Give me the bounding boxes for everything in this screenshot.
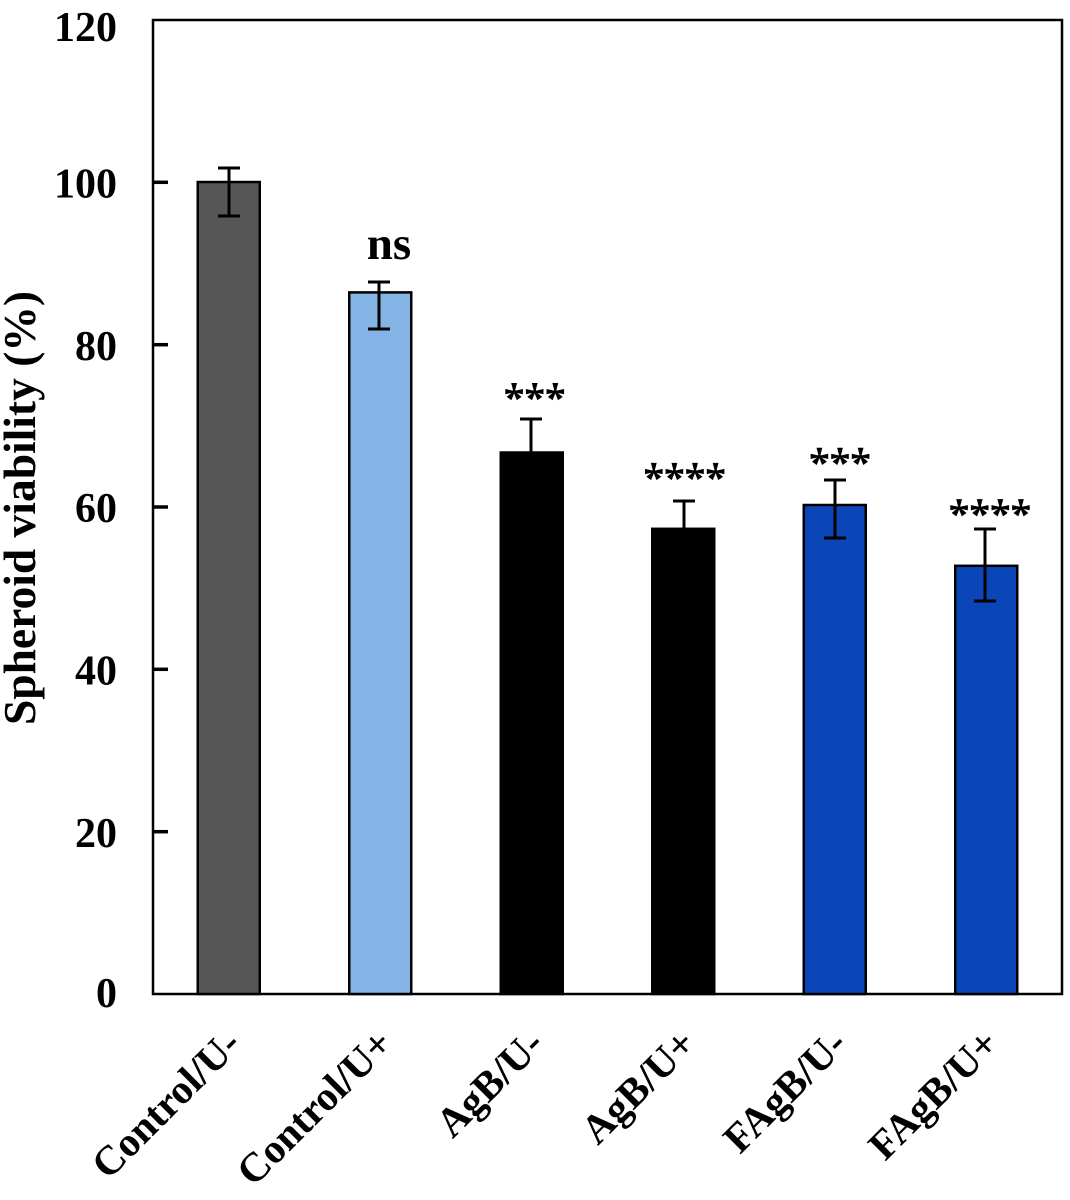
svg-text:100: 100	[54, 161, 117, 207]
svg-text:80: 80	[75, 324, 117, 370]
svg-text:ns: ns	[367, 218, 411, 270]
svg-text:Spheroid viability (%): Spheroid viability (%)	[0, 291, 45, 725]
svg-text:Control/U+: Control/U+	[227, 1020, 401, 1194]
svg-text:FAgB/U+: FAgB/U+	[859, 1020, 1007, 1168]
svg-text:120: 120	[54, 5, 117, 51]
svg-text:60: 60	[75, 486, 117, 532]
svg-text:AgB/U+: AgB/U+	[572, 1020, 705, 1153]
svg-text:0: 0	[96, 971, 117, 1017]
svg-text:FAgB/U-: FAgB/U-	[714, 1020, 856, 1162]
svg-text:40: 40	[75, 648, 117, 694]
svg-text:20: 20	[75, 811, 117, 857]
svg-text:Control/U-: Control/U-	[82, 1020, 249, 1187]
svg-text:AgB/U-: AgB/U-	[426, 1020, 552, 1146]
